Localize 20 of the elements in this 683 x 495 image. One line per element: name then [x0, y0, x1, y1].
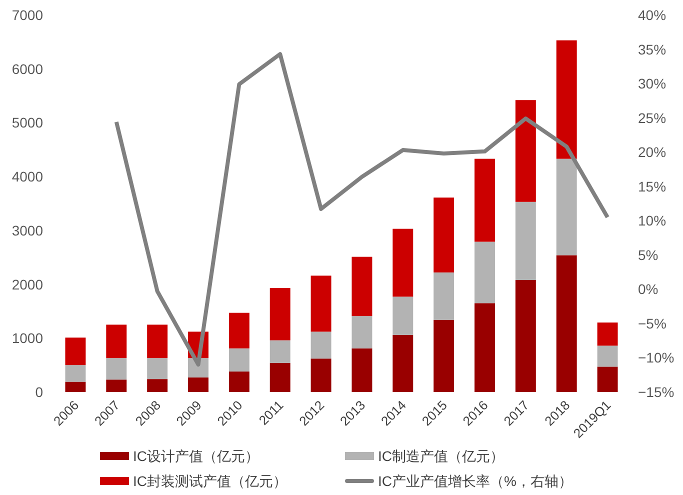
ytick: 4000: [12, 168, 43, 185]
y2tick: −5%: [638, 315, 666, 332]
ytick: 7000: [12, 7, 43, 23]
ytick: 3000: [12, 222, 43, 238]
y2tick: 0%: [638, 281, 658, 298]
y2tick: 35%: [638, 41, 666, 58]
ytick: 5000: [12, 114, 43, 131]
y2tick: 30%: [638, 76, 666, 92]
y2tick: −15%: [638, 384, 674, 400]
y2tick: 40%: [638, 7, 666, 23]
y2tick: 20%: [638, 144, 666, 160]
y2tick: −10%: [638, 350, 674, 366]
ytick: 0: [35, 384, 43, 400]
ytick: 2000: [12, 276, 43, 292]
y2tick: 5%: [638, 246, 658, 263]
ytick: 1000: [12, 330, 43, 346]
y2tick: 25%: [638, 110, 666, 126]
ytick: 6000: [12, 60, 43, 77]
y2tick: 10%: [638, 212, 666, 229]
y2tick: 15%: [638, 178, 666, 194]
